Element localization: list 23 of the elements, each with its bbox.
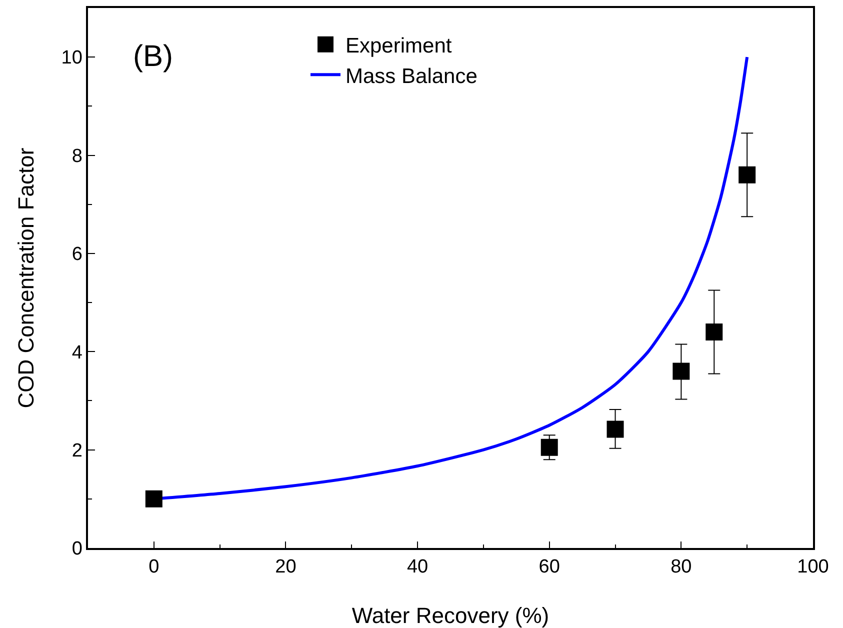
point [706, 324, 723, 340]
y-tick-label: 8 [72, 146, 82, 167]
y-axis-title: COD Concentration Factor [14, 148, 38, 408]
legend-label: Experiment [346, 34, 452, 58]
y-tick-label: 2 [72, 440, 82, 462]
x-tick-label: 60 [538, 556, 560, 578]
y-tick-label: 4 [72, 342, 83, 364]
x-axis-title: Water Recovery (%) [352, 603, 550, 628]
x-tick-label: 80 [670, 556, 692, 578]
y-tick-label: 6 [72, 244, 82, 266]
x-tick-label: 100 [797, 556, 829, 578]
y-tick-label: 0 [72, 538, 82, 560]
point [145, 490, 162, 508]
y-tick-label: 10 [61, 48, 82, 69]
point [738, 166, 756, 184]
legend-label: Mass Balance [346, 64, 478, 88]
point [672, 362, 690, 380]
x-tick-label: 40 [406, 556, 428, 578]
x-tick-label: 0 [148, 556, 160, 578]
point [540, 438, 558, 456]
x-tick-label: 20 [275, 556, 296, 578]
annotation: (B) [133, 40, 173, 73]
point [606, 420, 624, 438]
